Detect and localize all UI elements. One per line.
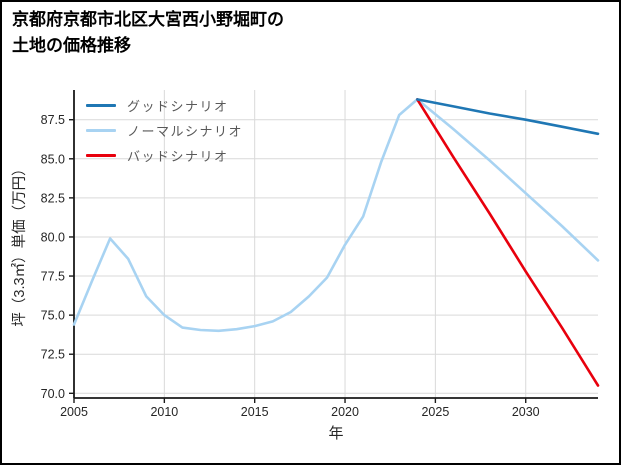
x-tick-label: 2010 (150, 405, 178, 419)
x-tick-label: 2005 (60, 405, 88, 419)
y-tick-label: 87.5 (41, 113, 65, 127)
x-tick-label: 2025 (421, 405, 449, 419)
x-axis-label: 年 (328, 425, 343, 442)
x-tick-label: 2020 (331, 405, 359, 419)
y-tick-label: 75.0 (41, 309, 65, 323)
chart-title-line-1: 京都府京都市北区大宮西小野堀町の (12, 10, 284, 29)
normal-scenario-line (72, 98, 600, 333)
y-tick-label: 82.5 (41, 191, 65, 205)
legend: グッドシナリオ ノーマルシナリオ バッドシナリオ (86, 93, 243, 168)
legend-item-good-scenario: グッドシナリオ (86, 93, 243, 118)
legend-item-normal-scenario: ノーマルシナリオ (86, 118, 243, 143)
chart-title-line-2: 土地の価格推移 (12, 35, 131, 55)
legend-line-bad-scenario (86, 154, 116, 157)
legend-item-bad-scenario: バッドシナリオ (86, 143, 243, 168)
y-tick-label: 77.5 (41, 270, 65, 284)
y-tick-label: 80.0 (41, 230, 65, 244)
y-tick-label: 85.0 (41, 152, 65, 166)
bad-scenario-line (415, 98, 600, 387)
legend-label-bad-scenario: バッドシナリオ (127, 149, 229, 164)
y-tick-label: 70.0 (41, 387, 65, 401)
legend-label-normal-scenario: ノーマルシナリオ (127, 124, 244, 139)
x-tick-label: 2015 (241, 405, 269, 419)
good-scenario-line (415, 98, 600, 136)
legend-label-good-scenario: グッドシナリオ (127, 99, 229, 114)
legend-line-good-scenario (86, 104, 116, 107)
y-tick-label: 72.5 (41, 348, 65, 362)
legend-line-normal-scenario (86, 129, 116, 132)
y-axis-label: 坪（3.3㎡）単価（万円） (11, 161, 28, 326)
chart-title: 京都府京都市北区大宮西小野堀町の 土地の価格推移 (12, 7, 284, 58)
x-tick-label: 2030 (512, 405, 540, 419)
